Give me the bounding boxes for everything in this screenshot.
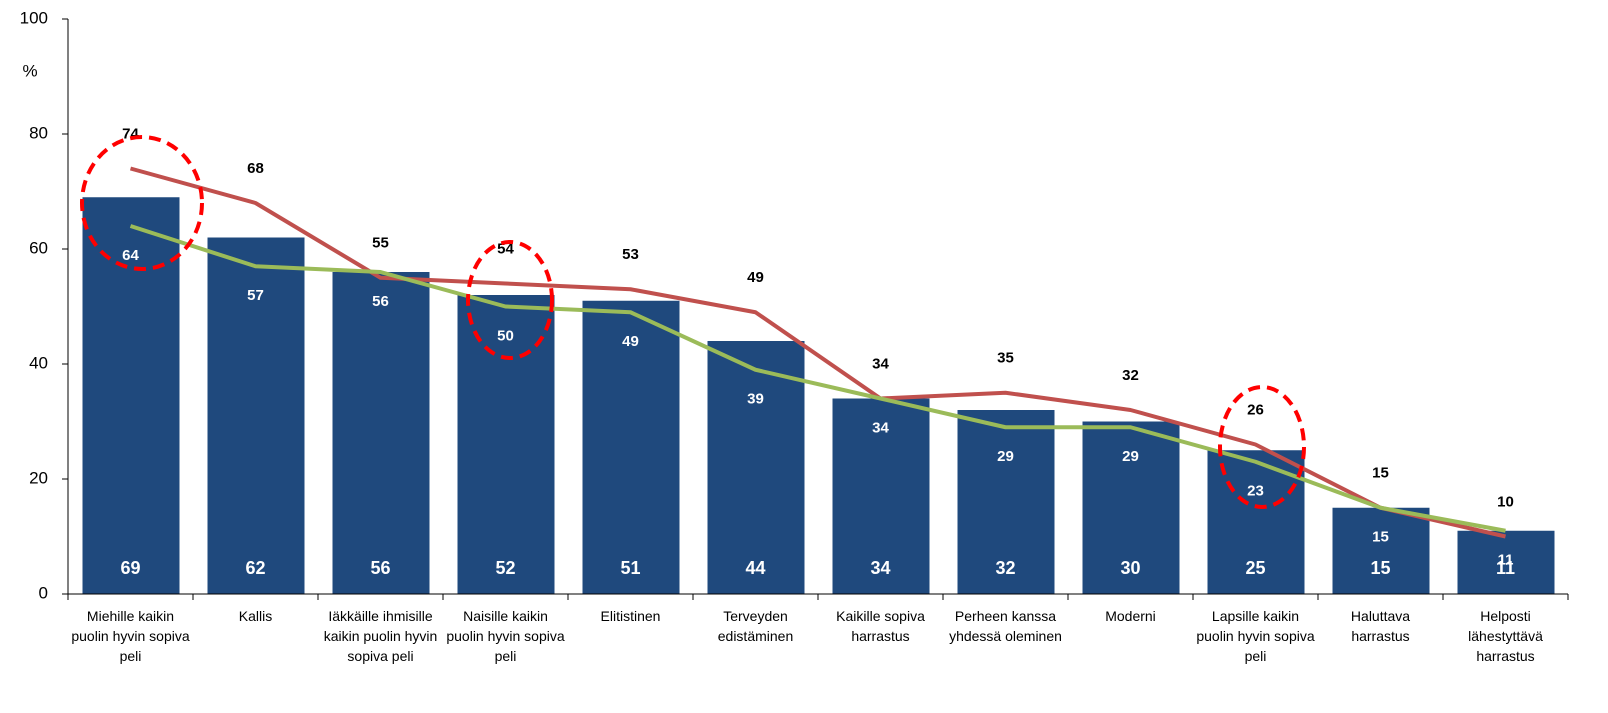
- bar-value-label: 69: [120, 558, 140, 578]
- bar-value-label: 52: [495, 558, 515, 578]
- line-value-label: 15: [1372, 465, 1389, 482]
- x-tick-label: Elitistinen: [600, 608, 661, 624]
- line-value-label: 10: [1497, 493, 1514, 510]
- y-axis-label: %: [22, 61, 37, 80]
- bar-value-label: 34: [870, 558, 890, 578]
- bar-value-label: 25: [1245, 558, 1265, 578]
- bar-value-label: 56: [370, 558, 390, 578]
- bar: [582, 300, 680, 594]
- x-tick-label: Terveyden edistäminen: [717, 608, 794, 644]
- bar-value-label: 44: [745, 558, 765, 578]
- bar-value-label: 11: [1496, 558, 1515, 578]
- line-value-label: 23: [1247, 483, 1264, 500]
- line-value-label: 64: [122, 247, 139, 264]
- line-value-label: 34: [872, 355, 889, 372]
- line-value-label: 11: [1498, 552, 1514, 569]
- highlight-ellipse: [1218, 385, 1306, 509]
- bar: [332, 272, 430, 594]
- x-tick-label: Moderni: [1105, 608, 1156, 624]
- y-tick-label: 0: [39, 583, 48, 602]
- line-value-label: 49: [622, 333, 639, 350]
- y-tick-label: 60: [29, 238, 48, 257]
- bar: [1332, 507, 1430, 594]
- line-value-label: 34: [872, 419, 889, 436]
- bar: [1082, 421, 1180, 594]
- line-value-label: 29: [1122, 448, 1139, 465]
- line-value-label: 53: [622, 246, 639, 263]
- line-value-label: 49: [747, 269, 764, 286]
- y-tick-label: 100: [20, 8, 48, 27]
- line-value-label: 74: [122, 125, 139, 142]
- x-tick-label: Lapsille kaikin puolin hyvin sopiva peli: [1196, 608, 1315, 664]
- bar-value-label: 62: [245, 558, 265, 578]
- x-tick-label: Perheen kanssa yhdessä oleminen: [949, 608, 1062, 644]
- line-value-label: 54: [497, 240, 514, 257]
- bar: [707, 341, 805, 594]
- y-tick-label: 40: [29, 353, 48, 372]
- x-tick-label: Kaikille sopiva harrastus: [836, 608, 925, 644]
- bar-value-label: 51: [620, 558, 640, 578]
- line-value-label: 29: [997, 448, 1014, 465]
- line-value-label: 56: [372, 293, 389, 310]
- line-value-label: 39: [747, 391, 764, 408]
- highlight-ellipse: [466, 240, 554, 360]
- line-value-label: 35: [997, 350, 1014, 367]
- x-tick-label: Naisille kaikin puolin hyvin sopiva peli: [446, 608, 565, 664]
- line-value-label: 15: [1372, 529, 1389, 546]
- bar: [207, 237, 305, 594]
- line-value-label: 57: [247, 287, 264, 304]
- bar-value-label: 30: [1120, 558, 1140, 578]
- line-value-label: 26: [1247, 401, 1264, 418]
- x-tick-label: Kallis: [238, 608, 273, 624]
- line: [129, 166, 1506, 539]
- bar-value-label: 15: [1370, 558, 1390, 578]
- y-tick-label: 80: [29, 123, 48, 142]
- line-value-label: 55: [372, 235, 389, 252]
- y-tick-label: 20: [29, 468, 48, 487]
- x-tick-label: Haluttava harrastus: [1350, 608, 1411, 644]
- highlight-ellipse: [80, 135, 204, 271]
- line-value-label: 50: [497, 327, 514, 344]
- x-tick-label: Iäkkäille ihmisille kaikin puolin hyvin …: [323, 608, 438, 664]
- x-tick-label: Helposti lähestyttävä harrastus: [1468, 608, 1543, 664]
- bar-value-label: 32: [995, 558, 1015, 578]
- line: [129, 224, 1506, 533]
- bar: [832, 398, 930, 594]
- bar: [957, 410, 1055, 594]
- line-value-label: 68: [247, 160, 264, 177]
- line-value-label: 32: [1122, 367, 1139, 384]
- bar: [1457, 530, 1555, 594]
- x-tick-label: Miehille kaikin puolin hyvin sopiva peli: [71, 608, 190, 664]
